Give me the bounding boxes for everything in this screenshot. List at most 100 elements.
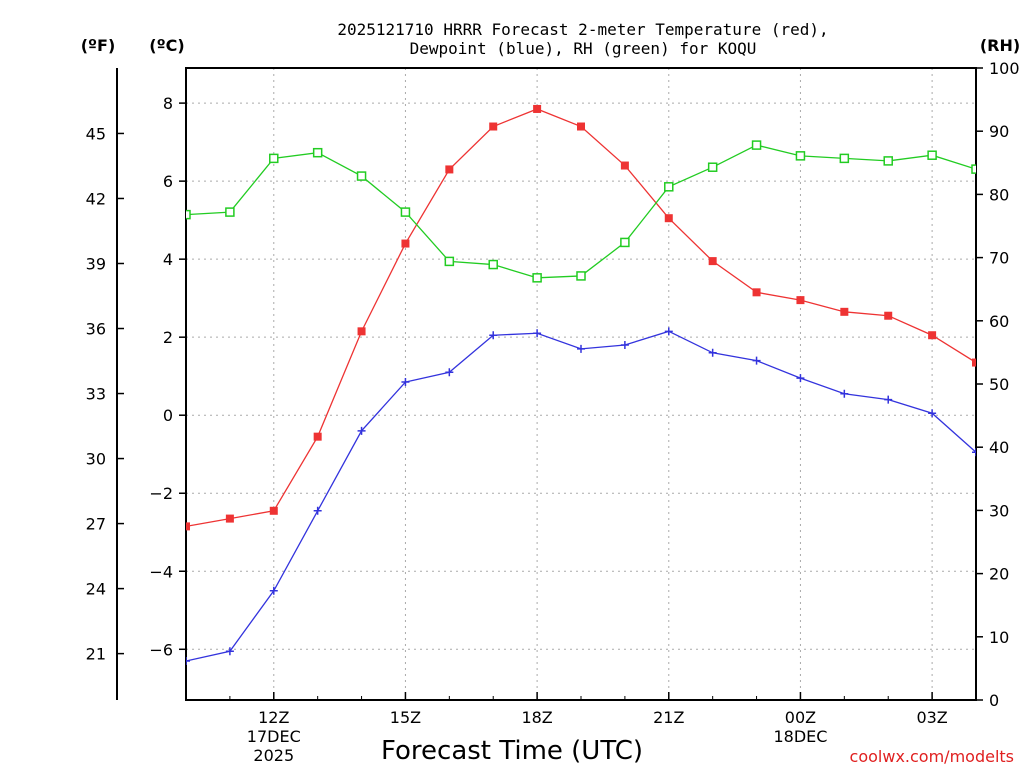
plot-frame: [185, 67, 977, 701]
rh-point: [532, 273, 542, 283]
rh-point: [225, 207, 235, 217]
dewpoint-point: [357, 426, 366, 435]
gridlines: [186, 68, 976, 700]
fahrenheit-tick-label: 45: [86, 124, 106, 143]
rh-point: [795, 151, 806, 161]
rh-point: [927, 150, 937, 160]
temperature-line: [186, 108, 976, 528]
celsius-tick-label: −4: [149, 562, 173, 581]
fahrenheit-tick-label: 36: [86, 320, 106, 339]
temperature-point: [928, 331, 937, 340]
rh-point: [839, 153, 850, 164]
dewpoint-point: [225, 647, 234, 656]
x-tick-label: 15Z: [390, 708, 421, 727]
fahrenheit-tick-label: 33: [86, 385, 106, 404]
celsius-tick-label: 8: [163, 94, 173, 113]
temperature-point: [357, 327, 366, 336]
temperature-point: [752, 288, 761, 297]
celsius-unit-label: (ºC): [149, 36, 184, 55]
fahrenheit-tick-label: 39: [86, 254, 106, 273]
temperature-point: [796, 296, 805, 305]
temperature-point: [708, 257, 717, 266]
rh-tick-label: 10: [989, 628, 1009, 647]
fahrenheit-tick-label: 42: [86, 189, 106, 208]
rh-tick-label: 30: [989, 501, 1009, 520]
dewpoint-point: [620, 340, 629, 349]
temperature-point: [401, 239, 410, 248]
rh-tick-label: 100: [989, 59, 1020, 78]
dewpoint-point: [796, 374, 805, 383]
rh-point: [576, 271, 586, 281]
x-axis-label: Forecast Time (UTC): [381, 736, 643, 766]
temperature-point: [972, 358, 976, 367]
fahrenheit-unit-label: (ºF): [81, 36, 116, 55]
x-tick-date: 18DEC: [773, 727, 827, 746]
rh-tick-label: 20: [989, 565, 1009, 584]
dewpoint-point: [186, 656, 190, 665]
fahrenheit-tick-label: 24: [86, 580, 106, 599]
dewpoint-point: [313, 506, 322, 515]
x-tick-year: 2025: [253, 746, 294, 765]
series-temperature: [186, 104, 976, 531]
celsius-tick-label: 0: [163, 406, 173, 425]
dewpoint-line: [186, 330, 976, 662]
rh-tick-label: 80: [989, 185, 1009, 204]
chart-subtitle: Dewpoint (blue), RH (green) for KOQU: [410, 39, 757, 58]
celsius-tick-label: 4: [163, 250, 173, 269]
chart-title: 2025121710 HRRR Forecast 2-meter Tempera…: [337, 20, 828, 39]
temperature-point: [840, 307, 849, 316]
rh-point: [883, 156, 893, 166]
dewpoint-point: [840, 389, 849, 398]
temperature-point: [884, 311, 893, 320]
rh-tick-label: 50: [989, 375, 1009, 394]
rh-tick-label: 90: [989, 122, 1009, 141]
series-rh: [186, 140, 976, 283]
rh-point: [707, 162, 718, 172]
rh-point: [444, 256, 455, 267]
fahrenheit-tick-label: 30: [86, 450, 106, 469]
x-tick-label: 21Z: [653, 708, 684, 727]
rh-point: [488, 259, 498, 270]
rh-line: [186, 144, 976, 279]
dewpoint-point: [752, 356, 761, 365]
fahrenheit-tick-label: 21: [86, 645, 106, 664]
rh-point: [400, 207, 411, 217]
temperature-point: [269, 506, 278, 515]
rh-tick-label: 60: [989, 312, 1009, 331]
dewpoint-point: [533, 329, 542, 338]
rh-point: [312, 147, 323, 158]
rh-point: [186, 209, 191, 220]
dewpoint-point: [445, 368, 454, 377]
rh-tick-label: 0: [989, 691, 999, 710]
fahrenheit-tick-label: 27: [86, 515, 106, 534]
rh-tick-label: 40: [989, 438, 1009, 457]
celsius-tick-label: 2: [163, 328, 173, 347]
x-tick-label: 18Z: [521, 708, 552, 727]
rh-point: [620, 237, 630, 248]
celsius-tick-label: −2: [149, 484, 173, 503]
dewpoint-point: [972, 448, 976, 457]
temperature-point: [620, 161, 629, 170]
temperature-point: [313, 432, 322, 441]
x-tick-label: 03Z: [916, 708, 947, 727]
temperature-point: [489, 122, 498, 131]
dewpoint-point: [401, 378, 410, 387]
temperature-point: [577, 122, 585, 131]
x-tick-label: 00Z: [785, 708, 816, 727]
dewpoint-point: [664, 327, 673, 336]
rh-tick-label: 70: [989, 249, 1009, 268]
series-layer: [186, 104, 976, 665]
temperature-point: [186, 522, 190, 531]
x-tick-label: 12Z: [258, 708, 289, 727]
dewpoint-point: [928, 409, 937, 418]
axes: [116, 67, 983, 701]
x-tick-date: 17DEC: [247, 727, 301, 746]
temperature-point: [445, 165, 454, 174]
credit-text: coolwx.com/modelts: [850, 747, 1014, 766]
dewpoint-point: [708, 348, 717, 357]
rh-point: [269, 153, 279, 164]
dewpoint-point: [269, 586, 278, 595]
rh-point: [356, 171, 367, 181]
